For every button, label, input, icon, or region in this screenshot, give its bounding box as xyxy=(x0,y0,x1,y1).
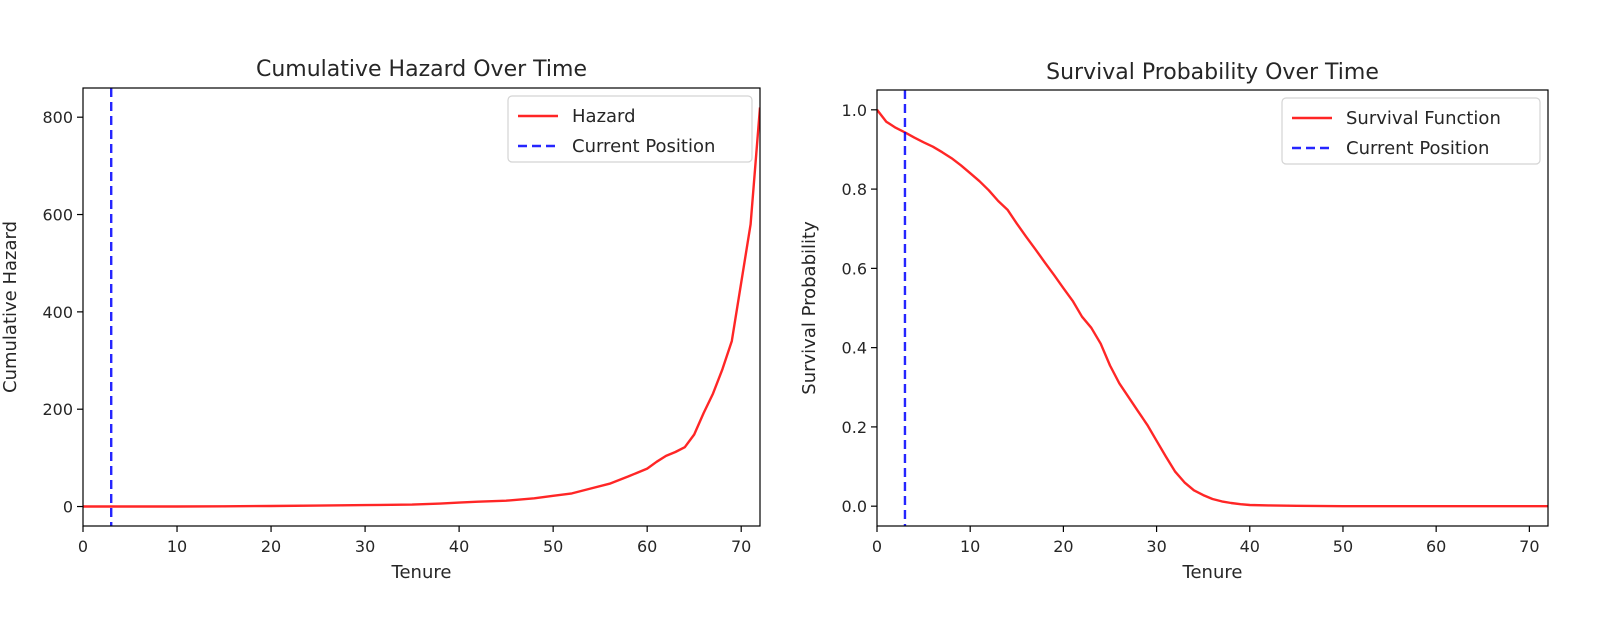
y-tick-label: 0.8 xyxy=(842,180,867,199)
legend-label: Current Position xyxy=(572,136,715,157)
series-line-survival-function xyxy=(877,109,1548,508)
series-line-hazard xyxy=(83,107,760,508)
plot-frame xyxy=(82,87,761,527)
x-tick-label: 30 xyxy=(1146,537,1166,556)
y-tick-label: 0.0 xyxy=(842,497,867,516)
legend-box xyxy=(507,95,753,163)
x-tick-label: 70 xyxy=(731,537,751,556)
x-tick-label: 10 xyxy=(167,537,187,556)
legend-label: Hazard xyxy=(572,106,636,127)
plot-frame xyxy=(876,89,1549,527)
legend-label: Current Position xyxy=(1346,138,1489,159)
legend-label: Survival Function xyxy=(1346,108,1501,129)
y-axis-label: Survival Probability xyxy=(799,221,820,395)
chart-2: Survival Probability Over Time 0 10 20 30 40 5… xyxy=(799,60,1549,583)
legend: Survival Function Current Position xyxy=(1281,97,1541,165)
y-tick-label: 400 xyxy=(42,303,73,322)
x-tick-label: 40 xyxy=(449,537,469,556)
x-tick-label: 70 xyxy=(1519,537,1539,556)
x-tick-label: 0 xyxy=(78,537,88,556)
x-axis-label: Tenure xyxy=(391,562,452,583)
legend-box xyxy=(1281,97,1541,165)
x-tick-label: 10 xyxy=(960,537,980,556)
x-tick-label: 50 xyxy=(1333,537,1353,556)
x-tick-label: 20 xyxy=(261,537,281,556)
y-tick-label: 200 xyxy=(42,400,73,419)
chart-title: Cumulative Hazard Over Time xyxy=(256,57,587,82)
y-tick-label: 600 xyxy=(42,206,73,225)
x-tick-label: 50 xyxy=(543,537,563,556)
x-tick-label: 60 xyxy=(637,537,657,556)
x-tick-label: 0 xyxy=(872,537,882,556)
y-tick-label: 0.4 xyxy=(842,339,867,358)
y-tick-label: 0.6 xyxy=(842,259,867,278)
y-axis-label: Cumulative Hazard xyxy=(0,221,21,393)
y-tick-label: 1.0 xyxy=(842,101,867,120)
legend: Hazard Current Position xyxy=(507,95,753,163)
x-tick-label: 40 xyxy=(1240,537,1260,556)
y-tick-label: 800 xyxy=(42,108,73,127)
x-axis-label: Tenure xyxy=(1182,562,1243,583)
x-tick-label: 30 xyxy=(355,537,375,556)
y-tick-label: 0.2 xyxy=(842,418,867,437)
chart-title: Survival Probability Over Time xyxy=(1046,60,1379,85)
x-tick-label: 20 xyxy=(1053,537,1073,556)
y-tick-label: 0 xyxy=(63,498,73,517)
x-tick-label: 60 xyxy=(1426,537,1446,556)
chart-1: Cumulative Hazard Over Time 0 10 20 30 40 50 60… xyxy=(0,57,761,583)
